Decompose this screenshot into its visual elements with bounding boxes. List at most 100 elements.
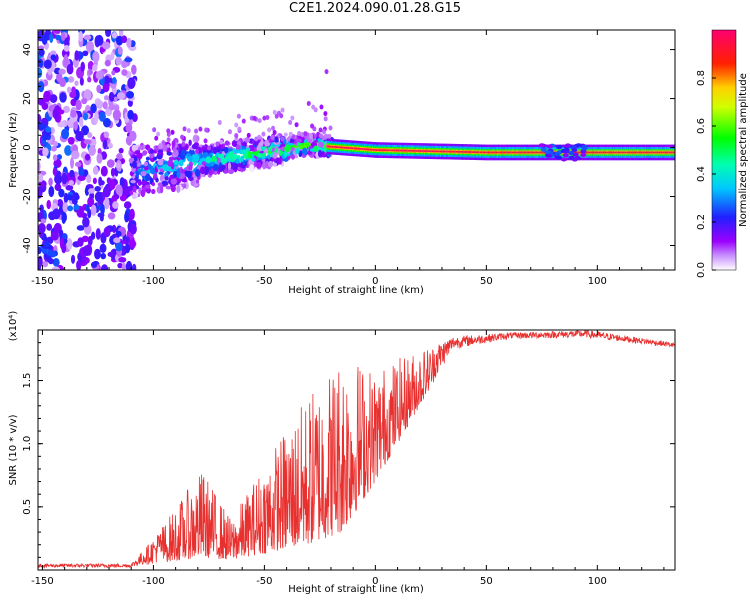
spectrogram-cell — [578, 151, 581, 154]
spectrogram-cell — [43, 241, 50, 248]
y-tick-label: 0 — [22, 144, 33, 150]
spectrogram-cell — [481, 151, 483, 154]
spectrogram-cell — [323, 116, 328, 122]
spectrogram-cell — [426, 150, 429, 152]
spectrogram-cell — [454, 150, 457, 153]
spectrogram-cell — [38, 180, 47, 188]
spectrogram-cell — [127, 77, 136, 89]
spectrogram-cell — [389, 149, 391, 152]
spectrogram-cell — [109, 235, 117, 245]
spectrogram-cell — [556, 145, 563, 150]
spectrogram-cell — [361, 148, 363, 150]
spectrogram-cell — [108, 179, 116, 190]
spectrogram-cell — [475, 151, 478, 154]
spectrogram-cell — [107, 212, 116, 220]
spectrogram-cell — [511, 151, 514, 154]
spectrogram-cell — [351, 147, 354, 150]
spectrogram-cell — [94, 248, 101, 260]
spectrogram-cell — [595, 151, 598, 154]
spectrogram-cell — [73, 204, 80, 211]
spectrogram-cell — [482, 151, 485, 154]
spectrogram-cell — [69, 169, 75, 178]
snr-x-axis-label: Height of straight line (km) — [288, 584, 424, 595]
spectrogram-cell — [499, 151, 502, 154]
spectrogram-cell — [108, 104, 117, 111]
spectrogram-cell — [571, 147, 578, 152]
spectrogram-cell — [77, 175, 86, 181]
spectrogram-cell — [262, 115, 267, 121]
spectrogram-cell — [508, 151, 511, 154]
spectrogram-cell — [94, 186, 101, 192]
spectrogram-cell — [414, 150, 417, 152]
spectrogram-cell — [465, 151, 467, 153]
spectrogram-cell — [61, 211, 67, 223]
spectrogram-cell — [38, 67, 43, 79]
spectrogram-cell — [145, 156, 151, 161]
spectrogram-cell — [435, 150, 438, 153]
spectrogram-cell — [58, 188, 65, 198]
spectrogram-cell — [586, 151, 588, 154]
spectrogram-cell — [95, 228, 101, 240]
spectrogram-cell — [463, 151, 466, 153]
spectrogram-cell — [298, 144, 305, 150]
spectrogram-cell — [587, 151, 590, 154]
colorbar-tick-label: 0.4 — [696, 166, 707, 182]
spectrogram-cell — [442, 150, 445, 153]
spectrogram-cell — [394, 149, 397, 152]
spectrogram-cell — [38, 113, 42, 123]
spectrogram-cell — [483, 151, 486, 154]
spectrogram-cell — [288, 131, 293, 137]
spectrogram-cell — [212, 146, 218, 155]
spectrogram-cell — [328, 125, 333, 131]
spectrogram-cell — [403, 149, 406, 152]
spectrogram-cell — [98, 111, 106, 122]
snr-y-multiplier: (x10⁴) — [8, 311, 19, 342]
spectrogram-cell — [357, 147, 359, 150]
spectrogram-cell — [419, 150, 422, 152]
spectrogram-cell — [166, 151, 173, 156]
spectrogram-cell — [319, 104, 324, 110]
spectrogram-cell — [82, 50, 89, 57]
spectrogram-cell — [74, 50, 79, 61]
spectrogram-cell — [75, 99, 82, 111]
spectrogram-cell — [662, 151, 664, 154]
spectrogram-cell — [327, 145, 330, 148]
spectrogram-cell — [455, 150, 458, 153]
spectrogram-cell — [100, 203, 105, 215]
spectrogram-cell — [670, 151, 672, 154]
spectrogram-cell — [659, 151, 662, 154]
spectrogram-cell — [636, 151, 639, 154]
spectrogram-cell — [555, 155, 562, 160]
spectrogram-cell — [127, 99, 133, 107]
spectrogram-cell — [458, 150, 461, 153]
spectrogram-cell — [87, 132, 93, 139]
spectrogram-cell — [219, 139, 224, 145]
spectrogram-cell — [58, 68, 66, 75]
spectrogram-cell — [648, 151, 651, 154]
spectrogram-cell — [107, 142, 113, 149]
spectrogram-cell — [343, 146, 346, 149]
spectrogram-cell — [148, 163, 152, 170]
spectrogram-cell — [52, 108, 59, 120]
spectrogram-y-ticks: -40 -20 0 20 40 — [22, 36, 675, 271]
spectrogram-cell — [144, 184, 151, 189]
spectrogram-cell — [92, 177, 97, 185]
x-tick-label: -100 — [142, 576, 165, 587]
spectrogram-cell — [646, 151, 648, 154]
spectrogram-cell — [39, 204, 44, 213]
spectrogram-cell — [84, 153, 91, 161]
spectrogram-cell — [411, 149, 414, 152]
spectrogram-cell — [162, 160, 168, 165]
spectrogram-cell — [306, 100, 311, 106]
spectrogram-cell — [664, 151, 667, 154]
spectrogram-cell — [359, 148, 362, 150]
spectrogram-cell — [486, 151, 489, 154]
spectrogram-cell — [115, 35, 124, 46]
spectrogram-cell — [41, 34, 48, 45]
spectrogram-cell — [92, 63, 98, 72]
spectrogram-cell — [95, 34, 104, 46]
spectrogram-cell — [640, 151, 643, 154]
spectrogram-cell — [576, 151, 579, 154]
spectrogram-cell — [410, 149, 413, 152]
spectrogram-cell — [134, 157, 138, 162]
